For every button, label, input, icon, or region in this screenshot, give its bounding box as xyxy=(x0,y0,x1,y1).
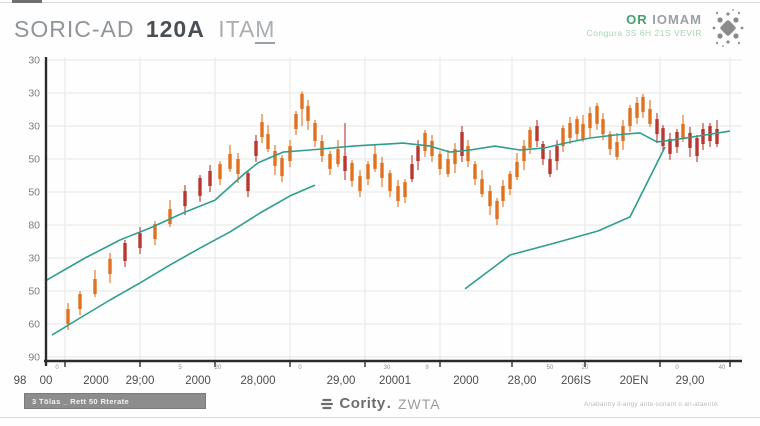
svg-text:28,000: 28,000 xyxy=(240,375,275,387)
svg-text:98: 98 xyxy=(14,375,27,387)
svg-text:80: 80 xyxy=(28,220,40,232)
svg-text:2000: 2000 xyxy=(83,375,109,387)
svg-text:20EN: 20EN xyxy=(620,375,649,387)
svg-text:30: 30 xyxy=(28,88,40,100)
svg-text:5: 5 xyxy=(178,365,182,371)
svg-text:9: 9 xyxy=(425,365,429,371)
footer-brand-name: Cority xyxy=(339,395,386,412)
svg-text:00: 00 xyxy=(40,375,53,387)
page-title: SORIC-AD 120A ITAM xyxy=(14,16,276,44)
svg-text:0: 0 xyxy=(298,365,302,371)
top-border-accent xyxy=(12,0,42,3)
title-underlined-letter: M xyxy=(255,16,276,44)
svg-text:30: 30 xyxy=(28,253,40,265)
svg-text:2000: 2000 xyxy=(185,375,211,387)
svg-text:20: 20 xyxy=(582,365,589,371)
svg-text:50: 50 xyxy=(28,286,40,298)
footer-logo: Cority. ZWTA xyxy=(319,395,440,412)
svg-text:29;00: 29;00 xyxy=(126,375,155,387)
svg-text:0: 0 xyxy=(675,365,679,371)
cority-waves-icon xyxy=(320,398,334,409)
footer-brand-dot: . xyxy=(386,395,391,412)
compass-dots-icon xyxy=(712,9,744,47)
brand-block: OR IOMAM Congura 3S 6H 21S VEVIR xyxy=(587,12,702,38)
top-border-line xyxy=(0,2,760,3)
svg-text:20001: 20001 xyxy=(379,375,411,387)
svg-text:90: 90 xyxy=(28,352,40,364)
legend-bar[interactable]: 3 Tölas _ Rett 50 Rterate xyxy=(24,393,206,409)
title-part-light: SORIC-AD xyxy=(14,16,135,42)
svg-text:50: 50 xyxy=(547,365,554,371)
svg-text:50: 50 xyxy=(28,154,40,166)
legend-bar-label: 3 Tölas _ Rett 50 Rterate xyxy=(32,397,130,406)
svg-text:29,00: 29,00 xyxy=(327,375,356,387)
svg-text:29,00: 29,00 xyxy=(676,375,705,387)
price-chart-svg: 30 30 30 50 50 80 30 50 60 90 0 5 20 0 30 9 50 20 0 40 98 00 2… xyxy=(14,55,742,387)
brand-text: IOMAM xyxy=(652,12,702,27)
title-part-bold: 120A xyxy=(145,16,205,42)
footer-brand-suffix: ZWTA xyxy=(397,395,441,412)
svg-text:40: 40 xyxy=(719,365,726,371)
footer-fine-print: Anabantry il-angy ante-sonant o an-ataen… xyxy=(583,401,718,408)
svg-text:60: 60 xyxy=(28,319,40,331)
brand-subtitle: Congura 3S 6H 21S VEVIR xyxy=(586,28,702,38)
svg-text:2000: 2000 xyxy=(453,375,479,387)
bottom-border-line xyxy=(0,417,760,418)
svg-text:0: 0 xyxy=(55,365,59,371)
svg-text:28,00: 28,00 xyxy=(508,375,537,387)
svg-text:20: 20 xyxy=(215,365,222,371)
svg-text:50: 50 xyxy=(28,187,40,199)
svg-text:30: 30 xyxy=(384,365,391,371)
brand-prefix: OR xyxy=(626,12,648,27)
svg-text:30: 30 xyxy=(28,121,40,133)
svg-text:206IS: 206IS xyxy=(561,375,591,387)
title-part-tail: ITAM xyxy=(218,16,276,44)
svg-text:30: 30 xyxy=(28,55,40,67)
brand-name: OR IOMAM xyxy=(587,12,702,27)
